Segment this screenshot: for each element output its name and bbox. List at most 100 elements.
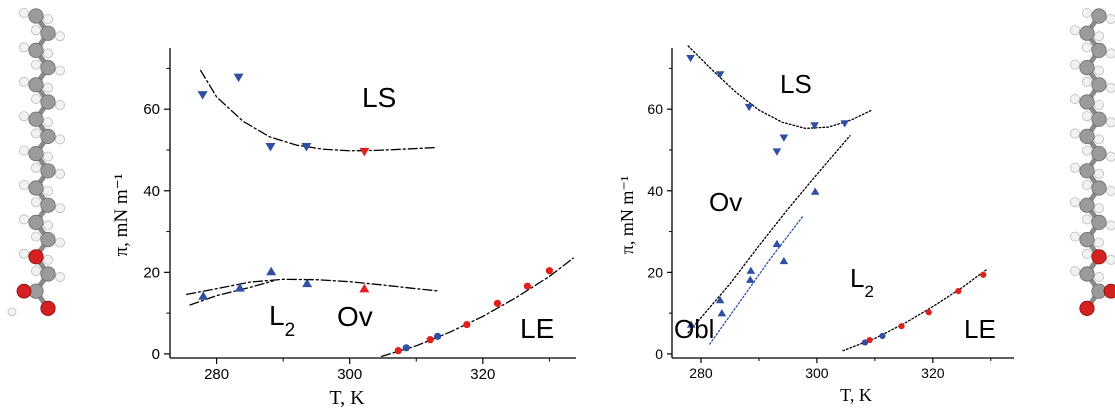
x-tick-label: 280 (204, 366, 229, 383)
fit-curve (687, 135, 851, 334)
data-point-down-triangle (359, 147, 370, 157)
hydrogen-atom (1094, 134, 1105, 145)
hydrogen-atom (55, 203, 66, 214)
hydrogen-atom (1106, 117, 1115, 128)
hydrogen-atom (1106, 48, 1115, 59)
hydrogen-atom (1082, 7, 1093, 18)
hydrogen-atom (30, 197, 41, 208)
hydrogen-atom (55, 65, 66, 76)
data-point-circle (463, 320, 471, 329)
fit-curve (199, 69, 437, 152)
data-point-circle (394, 347, 402, 355)
data-point-circle (898, 323, 905, 330)
hydrogen-atom (43, 82, 54, 93)
carbon-atom (40, 59, 56, 76)
hydrogen-atom (55, 134, 66, 145)
chart-right: 280 300 320 0 20 40 60 LS Ov L2 Obl LE T, K π,… (617, 45, 1014, 405)
hydrogen-atom (30, 265, 41, 276)
hydrogen-atom (1070, 25, 1081, 36)
y-axis-title: π, mN m⁻¹ (617, 176, 637, 255)
oxygen-atom (1103, 283, 1115, 299)
hydrogen-atom (1070, 162, 1081, 173)
oxygen-atom (16, 283, 32, 299)
x-tick-label: 300 (805, 365, 829, 381)
y-tick-label: 20 (647, 264, 663, 280)
region-label-ov: Ov (337, 301, 373, 332)
data-point-up-triangle (717, 309, 727, 317)
carbon-atom (1091, 42, 1107, 59)
carbon-atom (1079, 25, 1095, 41)
carbon-atom (1079, 128, 1095, 144)
hydrogen-atom (43, 117, 54, 128)
y-tick-label: 20 (143, 264, 160, 281)
y-tick-label: 0 (655, 346, 663, 362)
data-point-up-triangle (810, 187, 820, 195)
hydrogen-atom (30, 59, 41, 70)
carbon-atom (40, 197, 56, 213)
hydrogen-atom (1094, 237, 1105, 248)
region-label-l2: L2 (850, 263, 874, 301)
data-point-up-triangle (745, 275, 755, 283)
hydrogen-atom (1094, 100, 1105, 111)
data-point-circle (523, 282, 532, 290)
hydrogen-atom (1106, 186, 1115, 196)
carbon-atom (40, 94, 56, 110)
hydrogen-atom (1082, 248, 1093, 259)
carbon-atom (40, 266, 56, 282)
carbon-atom (28, 77, 44, 93)
data-point-circle (402, 344, 410, 352)
data-point-circle (433, 332, 442, 340)
fit-curve (381, 257, 574, 358)
y-axis-title: π, mN m⁻¹ (111, 173, 132, 256)
data-point-up-triangle (359, 283, 370, 293)
data-point-up-triangle (266, 266, 277, 276)
hydrogen-atom (18, 7, 29, 18)
carbon-atom (1079, 266, 1095, 282)
x-tick-label: 320 (470, 366, 495, 383)
hydrogen-atom (1094, 31, 1105, 42)
hydrogen-atom (55, 168, 66, 179)
data-point-up-triangle (746, 266, 756, 274)
data-point-down-triangle (197, 91, 208, 100)
hydrogen-atom (43, 48, 54, 59)
y-tick-label: 0 (152, 346, 160, 363)
hydrogen-atom (1070, 265, 1081, 276)
hydrogen-atom (1106, 151, 1115, 162)
data-point-up-triangle (302, 278, 313, 288)
hydrogen-atom (1070, 197, 1081, 208)
data-point-up-triangle (772, 239, 782, 248)
y-tick-label: 60 (647, 101, 663, 117)
carbon-atom (1079, 94, 1095, 110)
hydrogen-atom (1106, 220, 1115, 231)
data-point-down-triangle (810, 122, 819, 130)
hydrogen-atom (55, 271, 66, 282)
molecule-model-right (1070, 7, 1115, 316)
data-point-down-triangle (779, 134, 789, 142)
hydrogen-atom (55, 31, 66, 42)
region-label-le: LE (964, 314, 996, 344)
data-point-down-triangle (686, 54, 695, 63)
hydrogen-atom (30, 231, 41, 242)
hydrogen-atom (43, 13, 54, 24)
carbon-atom (1079, 163, 1095, 179)
hydrogen-atom (43, 185, 54, 196)
hydrogen-atom (1106, 14, 1115, 24)
data-point-circle (879, 332, 886, 340)
hydrogen-atom (55, 100, 66, 111)
carbon-atom (1091, 111, 1107, 127)
data-point-up-triangle (686, 320, 696, 328)
hydrogen-atom (1070, 231, 1081, 242)
oxygen-atom (1079, 300, 1095, 316)
hydrogen-atom (30, 128, 41, 139)
hydrogen-atom (55, 237, 66, 248)
hydrogen-atom (1082, 214, 1093, 225)
hydrogen-atom (18, 214, 29, 225)
data-point-circle (861, 339, 869, 346)
hydrogen-atom (18, 111, 29, 122)
carbon-atom (40, 163, 56, 179)
data-point-down-triangle (744, 103, 754, 112)
data-point-circle (925, 309, 932, 316)
data-point-up-triangle (198, 291, 209, 300)
fit-curve (709, 216, 804, 345)
